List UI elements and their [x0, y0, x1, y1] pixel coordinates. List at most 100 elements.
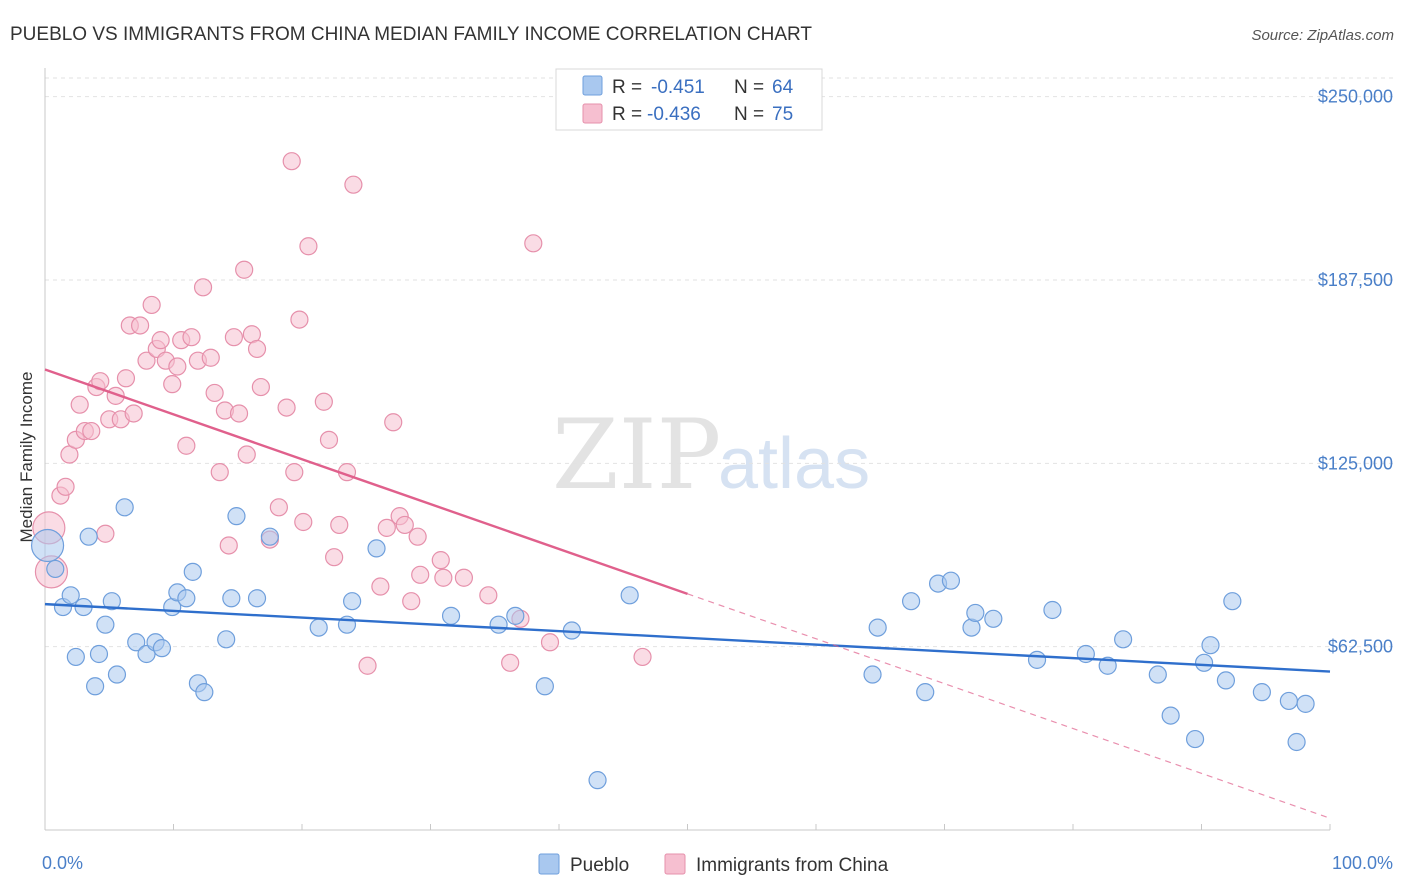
point-pueblo-54	[1161, 706, 1180, 725]
point-china-18	[130, 316, 150, 335]
scatter-points	[30, 152, 1315, 790]
x-tick-label-0: 0.0%	[42, 853, 83, 873]
point-china-58	[371, 577, 390, 596]
point-china-53	[325, 548, 344, 567]
point-pueblo-31	[367, 539, 386, 558]
point-china-65	[411, 565, 430, 584]
point-pueblo-55	[1185, 729, 1205, 749]
point-china-63	[402, 592, 421, 611]
point-china-19	[137, 351, 156, 370]
point-pueblo-53	[1148, 665, 1167, 684]
legend-r-label-china: R =	[612, 104, 642, 125]
point-pueblo-19	[177, 589, 196, 608]
point-pueblo-37	[588, 771, 607, 790]
point-china-45	[277, 398, 296, 417]
point-china-22	[151, 331, 170, 350]
series-legend: Pueblo Immigrants from China	[538, 853, 889, 876]
point-china-48	[290, 310, 309, 329]
point-pueblo-24	[222, 589, 241, 608]
point-pueblo-40	[868, 618, 887, 637]
trend-lines	[44, 368, 1331, 819]
point-china-57	[358, 656, 377, 675]
point-pueblo-8	[89, 644, 109, 664]
point-china-8	[82, 421, 101, 441]
point-pueblo-58	[1216, 671, 1236, 690]
stats-legend: R = -0.451 N = 64 R = -0.436 N = 75	[555, 68, 823, 131]
legend-r-label-pueblo: R =	[612, 77, 642, 98]
point-china-31	[201, 348, 220, 367]
point-pueblo-44	[941, 571, 961, 590]
point-pueblo-33	[489, 615, 508, 634]
chart-title: PUEBLO VS IMMIGRANTS FROM CHINA MEDIAN F…	[10, 24, 812, 45]
point-china-51	[314, 392, 333, 411]
point-pueblo-63	[1296, 694, 1315, 713]
gridlines	[45, 77, 1394, 648]
point-china-37	[229, 404, 249, 423]
legend-swatch-china	[582, 103, 603, 124]
point-pueblo-9	[96, 615, 115, 634]
point-pueblo-25	[227, 507, 246, 526]
trend-line-extension-china	[687, 593, 1331, 819]
point-china-39	[237, 445, 256, 464]
legend-r-value-pueblo: -0.451	[651, 77, 705, 98]
y-tick-label-3: $250,000	[1318, 87, 1393, 107]
point-pueblo-26	[247, 589, 267, 608]
y-tick-label-0: $62,500	[1328, 637, 1393, 657]
point-pueblo-16	[152, 639, 172, 658]
point-pueblo-0	[30, 528, 65, 563]
point-pueblo-51	[1098, 656, 1117, 675]
point-pueblo-7	[86, 677, 105, 696]
point-china-72	[524, 234, 543, 253]
y-tick-labels: $62,500 $125,000 $187,500 $250,000	[1318, 87, 1393, 657]
point-china-73	[540, 633, 560, 652]
point-pueblo-39	[863, 665, 882, 684]
point-china-62	[395, 515, 414, 535]
point-pueblo-6	[79, 527, 98, 546]
chart-source: Source: ZipAtlas.com	[1251, 27, 1394, 44]
point-china-36	[224, 328, 243, 347]
x-tick-label-1: 100.0%	[1332, 853, 1393, 873]
point-china-66	[431, 551, 450, 570]
point-china-24	[163, 375, 182, 394]
series-legend-swatch-pueblo	[538, 853, 560, 875]
point-china-67	[434, 568, 453, 587]
point-china-70	[501, 653, 520, 672]
point-china-32	[205, 383, 224, 403]
point-china-46	[282, 152, 301, 171]
trend-line-china	[44, 368, 688, 595]
point-china-56	[344, 175, 363, 194]
point-china-60	[384, 413, 403, 432]
point-china-38	[235, 260, 254, 279]
point-pueblo-57	[1201, 636, 1220, 655]
point-pueblo-42	[916, 683, 935, 702]
point-china-74	[633, 647, 652, 667]
point-pueblo-11	[107, 665, 127, 684]
point-china-17	[124, 404, 143, 423]
watermark-atlas: atlas	[718, 424, 870, 504]
point-china-41	[247, 339, 267, 359]
point-pueblo-35	[535, 677, 554, 696]
point-pueblo-52	[1114, 630, 1133, 649]
point-china-30	[193, 278, 213, 297]
legend-n-label-pueblo: N =	[734, 77, 764, 98]
series-legend-label-pueblo: Pueblo	[570, 855, 629, 876]
point-china-68	[454, 568, 474, 587]
point-china-15	[116, 369, 136, 388]
point-china-59	[377, 518, 396, 537]
point-china-28	[182, 328, 201, 347]
point-china-6	[70, 395, 89, 414]
point-pueblo-3	[61, 586, 80, 605]
point-pueblo-47	[984, 609, 1003, 628]
point-pueblo-20	[183, 562, 202, 581]
point-china-42	[251, 377, 270, 397]
point-pueblo-59	[1223, 592, 1242, 611]
point-pueblo-48	[1027, 650, 1047, 669]
point-pueblo-12	[115, 498, 134, 517]
trend-line-pueblo	[44, 602, 1331, 673]
point-china-54	[330, 515, 349, 535]
point-pueblo-60	[1252, 683, 1271, 702]
point-pueblo-32	[441, 606, 461, 625]
legend-n-value-pueblo: 64	[772, 77, 794, 98]
point-pueblo-23	[217, 630, 236, 649]
x-tick-labels: 0.0% 100.0%	[42, 853, 1393, 873]
